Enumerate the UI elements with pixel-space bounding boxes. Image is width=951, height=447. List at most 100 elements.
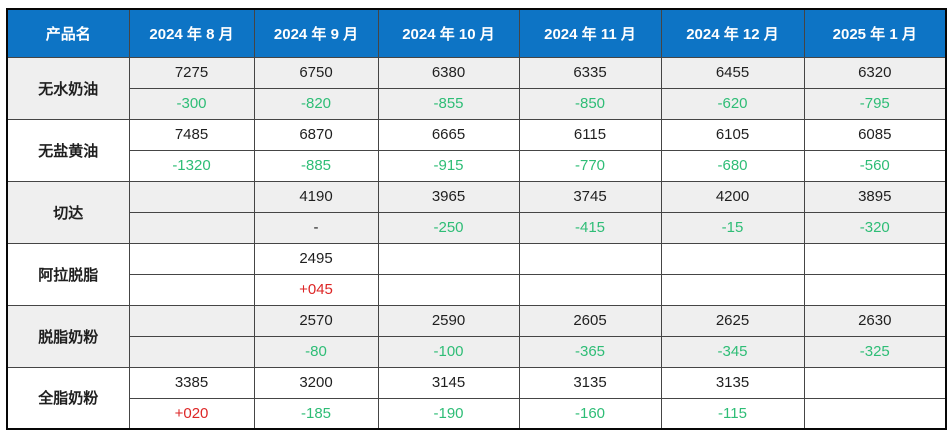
change-cell: -345	[660, 335, 805, 368]
change-cell: -365	[518, 335, 662, 368]
product-name-cell: 阿拉脱脂	[6, 242, 130, 306]
price-cell: 6085	[803, 118, 947, 151]
price-cell: 3135	[660, 366, 805, 399]
price-cell: 2590	[377, 304, 520, 337]
product-name-cell: 无水奶油	[6, 56, 130, 120]
change-cell: -300	[128, 87, 255, 120]
price-cell: 2605	[518, 304, 662, 337]
change-cell	[803, 273, 947, 306]
price-cell: 3895	[803, 180, 947, 213]
price-cell: 6870	[253, 118, 379, 151]
price-row: 全脂奶粉 3385 3200 3145 3135 3135	[6, 366, 947, 430]
price-cell: 2630	[803, 304, 947, 337]
change-cell: -560	[803, 149, 947, 182]
price-cell	[128, 180, 255, 213]
change-cell: -680	[660, 149, 805, 182]
price-cell	[803, 366, 947, 399]
change-cell	[660, 273, 805, 306]
change-cell	[128, 273, 255, 306]
change-cell	[128, 211, 255, 244]
price-cell: 6380	[377, 56, 520, 89]
change-cell: -1320	[128, 149, 255, 182]
column-header-product: 产品名	[6, 8, 130, 58]
column-header-month-2: 2024 年 9 月	[253, 8, 379, 58]
change-cell: -915	[377, 149, 520, 182]
change-cell: -795	[803, 87, 947, 120]
price-cell	[128, 304, 255, 337]
change-row: -1320 -885 -915 -770 -680 -560	[7, 149, 947, 182]
change-cell: -100	[377, 335, 520, 368]
change-cell: -	[253, 211, 379, 244]
change-cell: -320	[803, 211, 947, 244]
change-cell	[128, 335, 255, 368]
price-cell: 2570	[253, 304, 379, 337]
change-cell: -160	[518, 397, 662, 430]
change-cell: -250	[377, 211, 520, 244]
change-row: +045	[7, 273, 947, 306]
change-cell: -885	[253, 149, 379, 182]
change-cell: -190	[377, 397, 520, 430]
price-row: 阿拉脱脂 2495	[6, 242, 947, 306]
change-cell: -15	[660, 211, 805, 244]
product-name-cell: 脱脂奶粉	[6, 304, 130, 368]
price-row: 无盐黄油 7485 6870 6665 6115 6105 6085	[6, 118, 947, 182]
change-cell: -855	[377, 87, 520, 120]
price-cell: 3745	[518, 180, 662, 213]
product-name-cell: 无盐黄油	[6, 118, 130, 182]
price-cell: 7485	[128, 118, 255, 151]
price-cell	[803, 242, 947, 275]
price-cell: 4200	[660, 180, 805, 213]
change-cell: +045	[253, 273, 379, 306]
change-cell: -185	[253, 397, 379, 430]
price-cell: 3145	[377, 366, 520, 399]
price-row: 脱脂奶粉 2570 2590 2605 2625 2630	[6, 304, 947, 368]
column-header-month-4: 2024 年 11 月	[518, 8, 662, 58]
price-cell: 2495	[253, 242, 379, 275]
price-cell: 3200	[253, 366, 379, 399]
change-row: -300 -820 -855 -850 -620 -795	[7, 87, 947, 120]
price-cell: 3385	[128, 366, 255, 399]
change-cell: -115	[660, 397, 805, 430]
price-row: 无水奶油 7275 6750 6380 6335 6455 6320	[6, 56, 947, 120]
table-header-row: 产品名 2024 年 8 月 2024 年 9 月 2024 年 10 月 20…	[6, 8, 947, 58]
price-cell: 6320	[803, 56, 947, 89]
price-cell: 6335	[518, 56, 662, 89]
price-cell: 6665	[377, 118, 520, 151]
price-cell: 6750	[253, 56, 379, 89]
table-body: 无水奶油 7275 6750 6380 6335 6455 6320 -300 -820 -855…	[6, 56, 947, 430]
change-cell	[518, 273, 662, 306]
price-cell: 3135	[518, 366, 662, 399]
price-cell: 7275	[128, 56, 255, 89]
price-cell: 4190	[253, 180, 379, 213]
price-cell: 2625	[660, 304, 805, 337]
change-cell: +020	[128, 397, 255, 430]
product-name-cell: 切达	[6, 180, 130, 244]
change-row: - -250 -415 -15 -320	[7, 211, 947, 244]
change-cell: -770	[518, 149, 662, 182]
change-cell	[803, 397, 947, 430]
column-header-month-6: 2025 年 1 月	[803, 8, 947, 58]
price-cell: 3965	[377, 180, 520, 213]
price-cell: 6105	[660, 118, 805, 151]
change-cell: -820	[253, 87, 379, 120]
change-row: -80 -100 -365 -345 -325	[7, 335, 947, 368]
change-cell: -80	[253, 335, 379, 368]
change-cell: -620	[660, 87, 805, 120]
change-cell	[377, 273, 520, 306]
column-header-month-1: 2024 年 8 月	[128, 8, 255, 58]
change-row: +020 -185 -190 -160 -115	[7, 397, 947, 430]
change-cell: -325	[803, 335, 947, 368]
change-cell: -415	[518, 211, 662, 244]
price-cell	[128, 242, 255, 275]
price-cell	[518, 242, 662, 275]
column-header-month-5: 2024 年 12 月	[660, 8, 805, 58]
change-cell: -850	[518, 87, 662, 120]
price-cell	[377, 242, 520, 275]
price-cell: 6115	[518, 118, 662, 151]
product-name-cell: 全脂奶粉	[6, 366, 130, 430]
dairy-price-table: 产品名 2024 年 8 月 2024 年 9 月 2024 年 10 月 20…	[6, 8, 947, 430]
column-header-month-3: 2024 年 10 月	[377, 8, 520, 58]
price-cell	[660, 242, 805, 275]
price-table-container: 产品名 2024 年 8 月 2024 年 9 月 2024 年 10 月 20…	[6, 8, 947, 430]
price-row: 切达 4190 3965 3745 4200 3895	[6, 180, 947, 244]
